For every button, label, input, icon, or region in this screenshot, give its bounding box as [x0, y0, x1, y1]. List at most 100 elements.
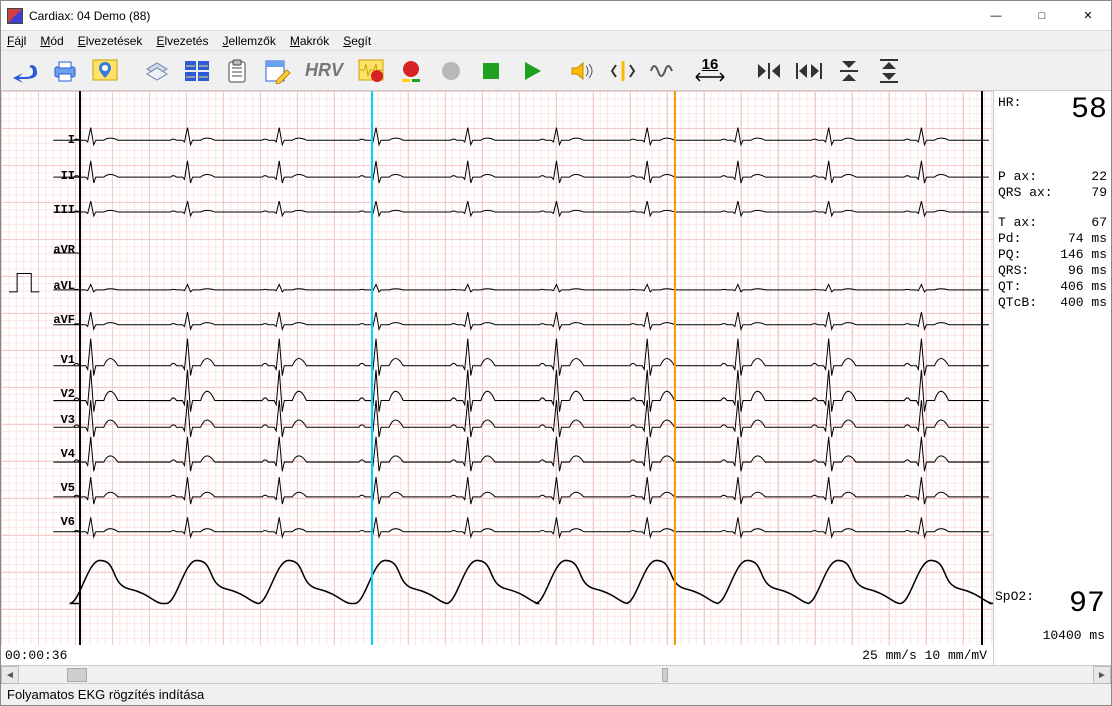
play-button[interactable]: [513, 55, 549, 87]
edit-note-icon: [263, 58, 291, 84]
lead-label-aVF: aVF: [41, 313, 75, 327]
spo2-label: SpO2:: [995, 589, 1034, 604]
menu-item-1[interactable]: Mód: [40, 34, 63, 48]
expand-horizontal-icon: [795, 61, 823, 81]
measurements-panel: HR: 58 P ax:22QRS ax:79 T ax:67Pd:74 msP…: [993, 91, 1111, 665]
hrv-button[interactable]: HRV: [299, 55, 349, 87]
menu-item-3[interactable]: Elvezetés: [156, 34, 208, 48]
hr-label: HR:: [998, 95, 1021, 110]
scale-number: 16: [702, 59, 719, 71]
sound-button[interactable]: [565, 55, 601, 87]
statusbar: Folyamatos EKG rögzítés indítása: [1, 683, 1111, 705]
menu-item-6[interactable]: Segít: [343, 34, 371, 48]
hr-value: 58: [1071, 95, 1107, 125]
split-vertical-button[interactable]: [605, 55, 641, 87]
lead-label-aVR: aVR: [41, 243, 75, 257]
menu-item-4[interactable]: Jellemzők: [222, 34, 275, 48]
status-text: Folyamatos EKG rögzítés indítása: [7, 687, 204, 702]
map-pin-icon: [91, 58, 119, 84]
filter-wave-icon: [649, 59, 677, 83]
lead-label-V6: V6: [41, 515, 75, 529]
measurement-row: QT:406 ms: [998, 279, 1107, 295]
lead-label-V1: V1: [41, 353, 75, 367]
titlebar: Cardiax: 04 Demo (88) — □ ✕: [1, 1, 1111, 31]
expand-horizontal-button[interactable]: [791, 55, 827, 87]
expand-vertical-button[interactable]: [871, 55, 907, 87]
expand-vertical-icon: [878, 58, 900, 84]
record-icon: [398, 58, 424, 84]
left-boundary-line: [79, 91, 81, 645]
scale-label: 25 mm/s 10 mm/mV: [862, 648, 987, 663]
toolbar: HRV 16: [1, 51, 1111, 91]
layers-button[interactable]: [139, 55, 175, 87]
lead-label-aVL: aVL: [41, 279, 75, 293]
lead-label-V2: V2: [41, 387, 75, 401]
lead-label-I: I: [41, 133, 75, 147]
ecg-traces: [1, 91, 993, 665]
scroll-right-button[interactable]: ►: [1093, 666, 1111, 684]
measurement-row: QRS ax:79: [998, 185, 1107, 201]
back-button[interactable]: [7, 55, 43, 87]
clipboard-icon: [224, 58, 250, 84]
collapse-vertical-icon: [838, 59, 860, 83]
close-button[interactable]: ✕: [1065, 1, 1111, 31]
waveform-marker-button[interactable]: [353, 55, 389, 87]
timecode: 00:00:36: [5, 648, 67, 663]
lead-label-V3: V3: [41, 413, 75, 427]
measurement-row: QRS:96 ms: [998, 263, 1107, 279]
scrollbar-marker[interactable]: [662, 668, 668, 682]
scroll-left-button[interactable]: ◄: [1, 666, 19, 684]
lead-label-V5: V5: [41, 481, 75, 495]
menu-item-5[interactable]: Makrók: [290, 34, 329, 48]
ms-value: 10400 ms: [1043, 628, 1105, 643]
step-inward-icon: [756, 61, 782, 81]
main-area: IIIIIIaVRaVLaVFV1V2V3V4V5V6 00:00:36 25 …: [1, 91, 1111, 665]
scrollbar-thumb[interactable]: [67, 668, 87, 682]
measurement-row: PQ:146 ms: [998, 247, 1107, 263]
scale-arrows-icon: [692, 71, 728, 83]
print-button[interactable]: [47, 55, 83, 87]
lead-label-III: III: [41, 203, 75, 217]
right-boundary-line: [981, 91, 983, 645]
gray-circle-icon: [439, 59, 463, 83]
measurement-row: QTcB:400 ms: [998, 295, 1107, 311]
measurement-row: T ax:67: [998, 215, 1107, 231]
measurement-row: P ax:22: [998, 169, 1107, 185]
menu-item-0[interactable]: Fájl: [7, 34, 26, 48]
grid-panels-icon: [183, 59, 211, 83]
horizontal-scrollbar[interactable]: ◄ ►: [1, 665, 1111, 683]
back-arrow-icon: [11, 59, 39, 83]
hrv-label: HRV: [305, 60, 343, 81]
waveform-marker-icon: [357, 58, 385, 84]
maximize-button[interactable]: □: [1019, 1, 1065, 31]
edit-note-button[interactable]: [259, 55, 295, 87]
play-icon: [519, 59, 543, 83]
collapse-vertical-button[interactable]: [831, 55, 867, 87]
map-pin-button[interactable]: [87, 55, 123, 87]
stop-icon: [479, 59, 503, 83]
grid-panels-button[interactable]: [179, 55, 215, 87]
stop-button[interactable]: [473, 55, 509, 87]
gray-circle-button[interactable]: [433, 55, 469, 87]
cursor-1[interactable]: [674, 91, 676, 645]
scale-button[interactable]: 16: [685, 55, 735, 87]
lead-label-II: II: [41, 169, 75, 183]
app-icon: [7, 8, 23, 24]
spo2-value: 97: [1069, 589, 1105, 619]
measurement-row: Pd:74 ms: [998, 231, 1107, 247]
speaker-icon: [569, 59, 597, 83]
ecg-area[interactable]: IIIIIIaVRaVLaVFV1V2V3V4V5V6 00:00:36 25 …: [1, 91, 993, 665]
menu-item-2[interactable]: Elvezetések: [78, 34, 143, 48]
record-button[interactable]: [393, 55, 429, 87]
menubar: Fájl Mód Elvezetések Elvezetés Jellemzők Makr…: [1, 31, 1111, 51]
layers-icon: [143, 59, 171, 83]
window-title: Cardiax: 04 Demo (88): [29, 9, 973, 23]
cursor-0[interactable]: [371, 91, 373, 645]
filter-button[interactable]: [645, 55, 681, 87]
minimize-button[interactable]: —: [973, 1, 1019, 31]
lead-label-V4: V4: [41, 447, 75, 461]
clipboard-button[interactable]: [219, 55, 255, 87]
printer-icon: [51, 59, 79, 83]
split-vertical-icon: [610, 59, 636, 83]
step-inward-button[interactable]: [751, 55, 787, 87]
